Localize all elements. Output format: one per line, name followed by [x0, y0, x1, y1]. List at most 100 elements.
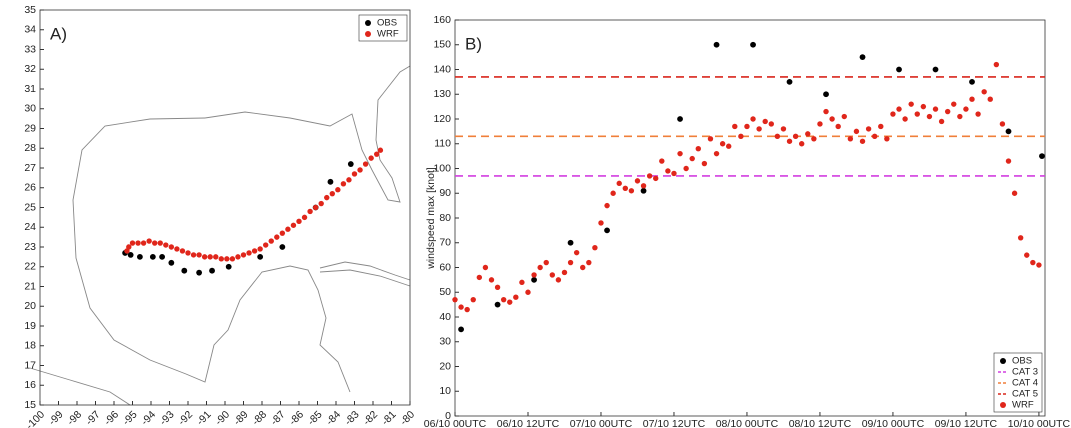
wrf-point: [185, 250, 191, 256]
wrf-point: [780, 126, 787, 132]
wrf-point: [573, 249, 580, 256]
wrf-point: [987, 96, 993, 102]
wrf-point: [859, 138, 866, 144]
wrf-point: [301, 214, 308, 221]
y-tick-label: 60: [439, 261, 451, 273]
y-tick-label: 21: [24, 280, 36, 292]
y-tick-label: 34: [24, 24, 36, 36]
y-tick-label: 160: [433, 14, 451, 26]
y-tick-label: 20: [24, 300, 36, 312]
wrf-point: [610, 190, 616, 196]
legend-label: OBS: [377, 18, 397, 29]
y-tick-label: 50: [439, 286, 451, 298]
wrf-point: [799, 141, 805, 147]
coastline: [29, 65, 411, 406]
wrf-point: [561, 269, 568, 276]
obs-point: [969, 78, 975, 85]
wrf-point: [975, 111, 981, 117]
wrf-point: [126, 244, 132, 250]
legend-swatch: [365, 31, 371, 37]
wrf-point: [865, 126, 872, 132]
wrf-point: [229, 256, 236, 262]
y-tick-label: 26: [24, 182, 36, 194]
legend-label: OBS: [1012, 356, 1032, 367]
wrf-point: [938, 118, 945, 125]
wrf-point: [926, 113, 933, 120]
obs-point: [159, 253, 166, 260]
wrf-point: [896, 106, 902, 112]
wrf-point: [507, 299, 513, 305]
wrf-point: [604, 202, 610, 209]
legend-label: CAT 4: [1012, 378, 1038, 389]
wrf-point: [847, 136, 854, 142]
y-tick-label: 27: [24, 162, 36, 174]
wrf-point: [999, 121, 1006, 127]
x-tick-label: -99: [46, 408, 65, 427]
wrf-point: [207, 254, 213, 260]
wrf-point: [707, 136, 714, 142]
obs-point: [327, 178, 334, 185]
wrf-point: [1036, 262, 1042, 268]
wrf-point: [1024, 252, 1030, 258]
wrf-point: [732, 123, 738, 130]
wrf-point: [665, 168, 671, 174]
wrf-point: [835, 123, 841, 130]
wrf-point: [683, 165, 689, 172]
wrf-point: [340, 181, 347, 187]
wrf-point: [285, 226, 291, 232]
wrf-point: [213, 254, 219, 260]
wrf-point: [701, 160, 708, 167]
x-tick-label: 08/10 12UTC: [789, 418, 852, 428]
panel-label: B): [465, 34, 482, 53]
obs-point: [531, 276, 537, 283]
wrf-point: [738, 133, 744, 140]
y-tick-label: 17: [24, 359, 36, 371]
wrf-point: [519, 279, 525, 286]
y-tick-label: 23: [24, 241, 36, 253]
wrf-point: [646, 173, 653, 179]
wrf-point: [531, 272, 537, 278]
wrf-point: [908, 101, 914, 107]
wrf-point: [190, 252, 197, 258]
y-tick-label: 100: [433, 162, 451, 174]
wrf-point: [157, 240, 163, 246]
obs-point: [567, 239, 574, 246]
wrf-point: [374, 151, 380, 157]
wrf-point: [659, 158, 665, 164]
x-tick-label: 06/10 12UTC: [497, 418, 560, 428]
wrf-point: [357, 167, 363, 173]
x-tick-label: -93: [157, 408, 176, 427]
wrf-point: [567, 259, 574, 266]
wrf-point: [580, 264, 586, 271]
obs-point: [127, 252, 134, 258]
wrf-point: [351, 171, 358, 177]
wrf-point: [362, 161, 369, 167]
wrf-point: [152, 240, 158, 246]
y-tick-label: 110: [434, 138, 451, 150]
x-tick-label: -85: [305, 408, 324, 427]
obs-point: [604, 227, 610, 234]
x-tick-label: 06/10 00UTC: [424, 418, 487, 428]
obs-point: [196, 269, 203, 276]
wrf-point: [279, 230, 286, 236]
wrf-point: [792, 133, 799, 140]
x-tick-label: -97: [83, 408, 102, 427]
wrf-point: [695, 146, 701, 152]
x-tick-label: -89: [231, 408, 250, 427]
x-tick-label: -90: [213, 408, 232, 427]
legend-swatch: [1000, 358, 1006, 364]
wrf-point: [957, 113, 963, 120]
obs-point: [1039, 153, 1045, 160]
x-tick-label: -84: [324, 408, 343, 427]
wrf-point: [135, 240, 141, 246]
wrf-point: [750, 116, 756, 122]
x-tick-label: 10/10 00UTC: [1008, 418, 1071, 428]
y-tick-label: 10: [439, 385, 451, 397]
wrf-point: [969, 96, 975, 102]
wrf-point: [1030, 259, 1036, 266]
wrf-point: [368, 155, 374, 161]
wrf-point: [811, 136, 817, 142]
wrf-point: [768, 121, 774, 127]
wrf-point: [878, 123, 884, 130]
wrf-point: [140, 240, 147, 246]
